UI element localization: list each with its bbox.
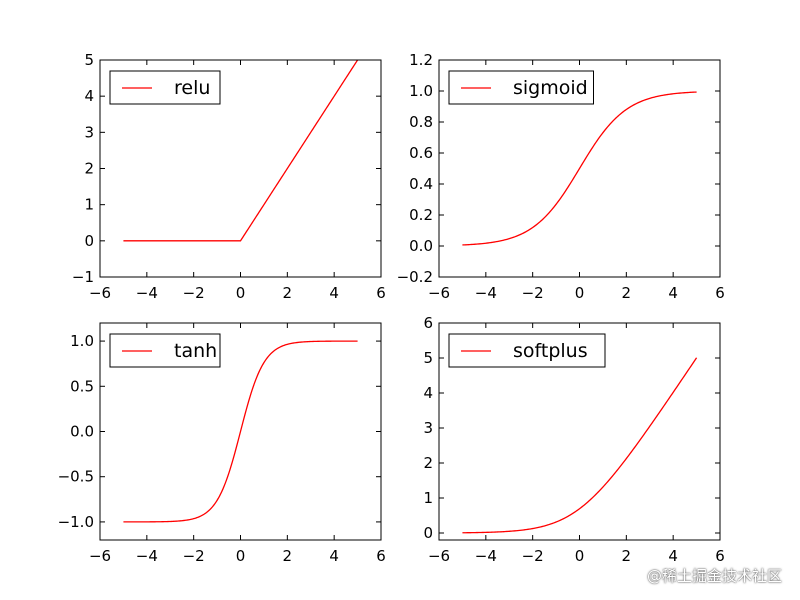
x-tick-label: −4 (136, 284, 158, 302)
y-tick-label: −0.2 (397, 268, 433, 286)
x-tick-label: 0 (236, 547, 246, 565)
x-tick-label: 6 (715, 547, 725, 565)
legend: softplus (448, 333, 606, 368)
y-tick-label: −0.5 (58, 468, 94, 486)
y-tick-label: 4 (423, 384, 433, 402)
x-tick-label: 2 (283, 547, 293, 565)
x-tick-label: 4 (668, 284, 678, 302)
legend: sigmoid (448, 70, 594, 105)
legend-label: tanh (174, 340, 217, 362)
watermark: @稀土掘金技术社区 (646, 567, 782, 585)
x-tick-label: −4 (475, 284, 497, 302)
x-tick-label: −2 (183, 547, 205, 565)
x-tick-label: 4 (329, 547, 339, 565)
y-tick-label: 1.0 (70, 332, 94, 350)
x-tick-label: −4 (475, 547, 497, 565)
subplot-sigmoid: −6 −4 −2 0 2 4 6 −0.2 0.0 0.2 0.4 0.6 0.8 1.0 1.2 sigmo… (397, 51, 725, 302)
x-tick-label: −6 (428, 284, 450, 302)
y-tick-label: 1 (84, 196, 94, 214)
legend-label: softplus (513, 340, 588, 362)
series-line-sigmoid (462, 91, 697, 246)
x-tick-label: 2 (622, 284, 632, 302)
series-line-tanh (123, 340, 358, 523)
subplot-softplus: −6 −4 −2 0 2 4 6 0 1 2 3 4 5 6 softplus (423, 314, 724, 565)
x-tick-label: 0 (575, 284, 585, 302)
x-tick-label: 0 (236, 284, 246, 302)
y-tick-label: 3 (423, 419, 433, 437)
x-tick-label: 0 (575, 547, 585, 565)
x-tick-label: −6 (89, 284, 111, 302)
y-tick-label: 5 (84, 51, 94, 69)
axes-frame (99, 322, 382, 541)
y-tick-label: 5 (423, 349, 433, 367)
axes-frame (438, 59, 721, 278)
x-tick-label: 6 (715, 284, 725, 302)
x-tick-label: 2 (283, 284, 293, 302)
y-tick-label: 1.0 (409, 82, 433, 100)
x-tick-label: 6 (376, 284, 386, 302)
x-tick-label: 4 (329, 284, 339, 302)
y-tick-label: −1 (72, 268, 94, 286)
y-tick-label: 0.0 (70, 423, 94, 441)
legend-label: relu (174, 77, 210, 99)
y-tick-label: 0.6 (409, 144, 433, 162)
y-tick-label: 0.2 (409, 206, 433, 224)
x-tick-label: −2 (183, 284, 205, 302)
legend-label: sigmoid (513, 77, 588, 99)
x-tick-label: −6 (428, 547, 450, 565)
series-line-softplus (462, 357, 698, 534)
x-tick-label: −4 (136, 547, 158, 565)
x-tick-label: 4 (668, 547, 678, 565)
y-tick-label: 2 (423, 454, 433, 472)
y-tick-label: 3 (84, 123, 94, 141)
y-tick-label: 0.5 (70, 377, 94, 395)
y-tick-label: 6 (423, 314, 433, 332)
legend-box (448, 70, 594, 105)
y-tick-label: 4 (84, 87, 94, 105)
x-tick-label: 6 (376, 547, 386, 565)
x-tick-label: −2 (522, 547, 544, 565)
x-tick-label: −6 (89, 547, 111, 565)
y-tick-label: 1 (423, 489, 433, 507)
subplot-tanh: −6 −4 −2 0 2 4 6 −1.0 −0.5 0.0 0.5 1.0 tanh (58, 322, 386, 565)
x-tick-label: 2 (622, 547, 632, 565)
y-tick-label: 0 (84, 232, 94, 250)
axes-frame (99, 59, 382, 278)
subplot-relu: −6 −4 −2 0 2 4 6 −1 0 1 2 3 4 5 relu (72, 51, 386, 302)
axes-frame (438, 322, 721, 541)
y-tick-label: 0 (423, 524, 433, 542)
legend: tanh (109, 333, 221, 368)
y-tick-label: 2 (84, 160, 94, 178)
series-line-relu (123, 59, 359, 242)
x-tick-label: −2 (522, 284, 544, 302)
y-tick-label: 0.0 (409, 237, 433, 255)
y-tick-label: 1.2 (409, 51, 433, 69)
y-tick-label: −1.0 (58, 513, 94, 531)
legend: relu (109, 70, 221, 105)
y-tick-label: 0.4 (409, 175, 433, 193)
y-tick-label: 0.8 (409, 113, 433, 131)
